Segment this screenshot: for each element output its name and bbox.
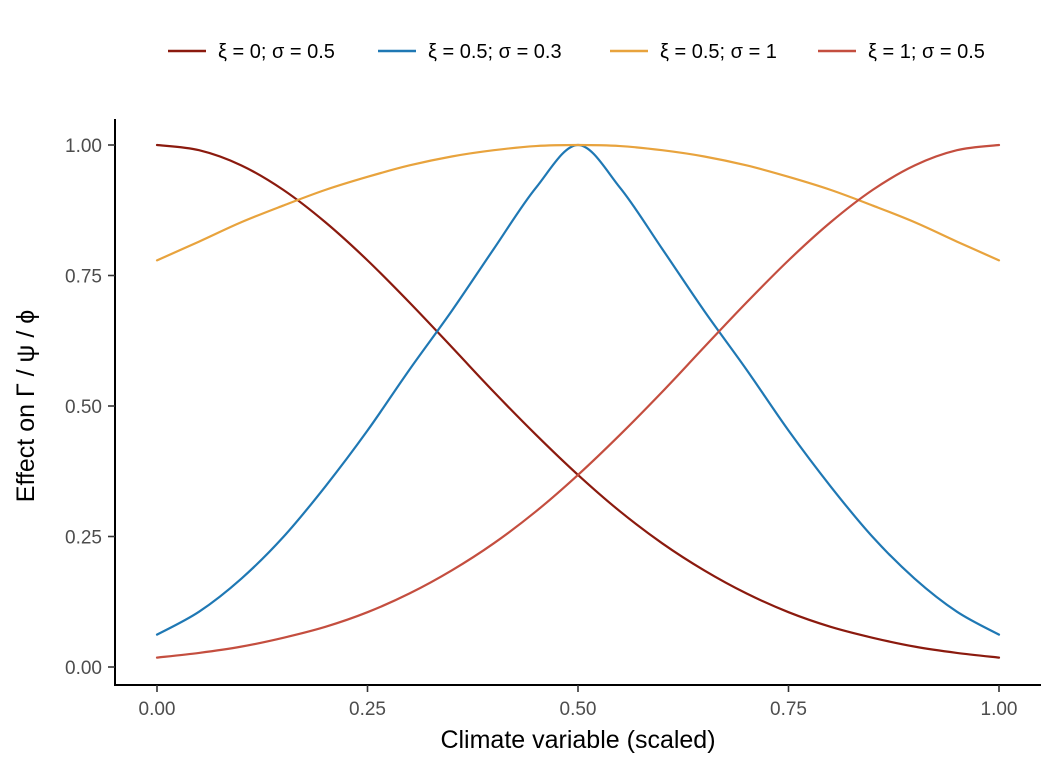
legend-item-2: ξ = 0.5; σ = 0.3 <box>378 41 562 63</box>
legend-label: ξ = 0.5; σ = 0.3 <box>428 41 562 63</box>
y-tick-label: 0.75 <box>65 267 102 288</box>
series-line-4 <box>155 143 1001 659</box>
y-tick-label: 1.00 <box>65 136 102 157</box>
y-axis-title: Effect on Γ / ψ / ϕ <box>12 310 40 502</box>
x-tick-label: 0.25 <box>349 699 386 720</box>
y-tick-label: 0.50 <box>65 397 102 418</box>
series-line-3 <box>155 143 1001 262</box>
ticks-layer: 0.00 0.25 0.50 0.75 1.00 0.00 0.25 0.50 0.75 1.00 <box>65 136 1017 720</box>
x-tick-label: 1.00 <box>981 699 1018 720</box>
x-tick-label: 0.50 <box>560 699 597 720</box>
axes-layer <box>114 119 1041 686</box>
series-line-1 <box>155 143 1001 659</box>
series-layer <box>155 143 1001 659</box>
x-tick-label: 0.00 <box>139 699 176 720</box>
legend-item-3: ξ = 0.5; σ = 1 <box>610 41 777 63</box>
y-tick-label: 0.00 <box>65 658 102 679</box>
legend-label: ξ = 0.5; σ = 1 <box>660 41 777 63</box>
x-axis-title: Climate variable (scaled) <box>440 726 715 754</box>
legend-item-4: ξ = 1; σ = 0.5 <box>818 41 985 63</box>
x-tick-label: 0.75 <box>770 699 807 720</box>
series-line-2 <box>155 143 1001 636</box>
legend: ξ = 0; σ = 0.5 ξ = 0.5; σ = 0.3 ξ = 0.5; σ… <box>168 41 985 63</box>
legend-item-1: ξ = 0; σ = 0.5 <box>168 41 335 63</box>
legend-label: ξ = 0; σ = 0.5 <box>218 41 335 63</box>
legend-label: ξ = 1; σ = 0.5 <box>868 41 985 63</box>
y-tick-label: 0.25 <box>65 528 102 549</box>
